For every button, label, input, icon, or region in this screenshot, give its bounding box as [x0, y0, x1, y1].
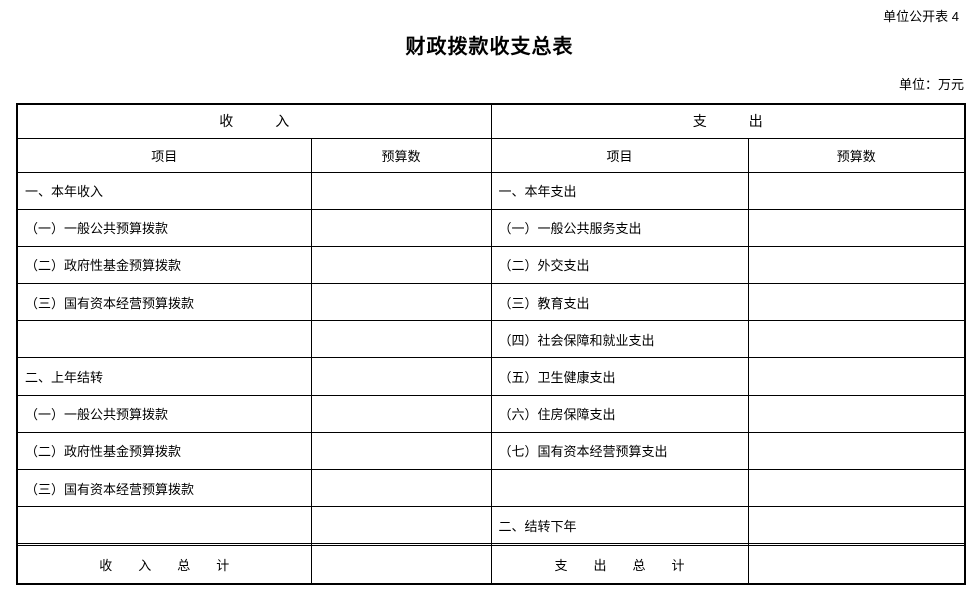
expenditure-item-cell: （五）卫生健康支出 [490, 357, 749, 396]
income-section-header: 收 入 [16, 103, 492, 139]
table-row: （二）政府性基金预算拨款 （二）外交支出 [16, 245, 966, 285]
table-row: （一）一般公共预算拨款 （六）住房保障支出 [16, 394, 966, 433]
income-item-cell: （一）一般公共预算拨款 [16, 394, 312, 433]
income-budget-column-header: 预算数 [310, 137, 492, 173]
income-item-cell: （二）政府性基金预算拨款 [16, 431, 312, 471]
income-item-column-header: 项目 [16, 137, 312, 173]
income-budget-cell [310, 357, 492, 396]
expenditure-item-cell: （七）国有资本经营预算支出 [490, 431, 749, 471]
expenditure-total-value [747, 545, 966, 585]
table-row: （三）国有资本经营预算拨款 （三）教育支出 [16, 283, 966, 322]
unit-note: 单位：万元 [898, 77, 964, 92]
expenditure-budget-column-header: 预算数 [747, 137, 966, 173]
table-row: （四）社会保障和就业支出 [16, 320, 966, 359]
income-budget-cell [310, 208, 492, 247]
expenditure-budget-cell [747, 283, 966, 322]
table-row: （一）一般公共预算拨款 （一）一般公共服务支出 [16, 208, 966, 247]
income-budget-cell [310, 431, 492, 471]
page-title: 财政拨款收支总表 [405, 36, 574, 58]
income-item-cell [16, 320, 312, 359]
income-budget-cell [310, 283, 492, 322]
expenditure-item-cell: （三）教育支出 [490, 283, 749, 322]
expenditure-section-header: 支 出 [490, 103, 966, 139]
income-budget-cell [310, 468, 492, 508]
expenditure-item-column-header: 项目 [490, 137, 749, 173]
table-row: 二、上年结转 （五）卫生健康支出 [16, 357, 966, 396]
expenditure-item-cell: （四）社会保障和就业支出 [490, 320, 749, 359]
expenditure-item-cell: （二）外交支出 [490, 245, 749, 285]
section-header-row: 收 入 支 出 [16, 103, 966, 139]
expenditure-budget-cell [747, 431, 966, 471]
expenditure-budget-cell [747, 208, 966, 247]
table-row: （三）国有资本经营预算拨款 [16, 468, 966, 508]
income-item-cell: （三）国有资本经营预算拨款 [16, 283, 312, 322]
expenditure-budget-cell [747, 171, 966, 210]
total-row: 收 入 总 计 支 出 总 计 [16, 545, 966, 585]
doc-label: 单位公开表 4 [883, 9, 959, 24]
expenditure-total-label: 支 出 总 计 [490, 545, 749, 585]
income-item-cell: （二）政府性基金预算拨款 [16, 245, 312, 285]
income-item-cell: （一）一般公共预算拨款 [16, 208, 312, 247]
income-total-value [310, 545, 492, 585]
income-item-cell: 二、上年结转 [16, 357, 312, 396]
income-budget-cell [310, 394, 492, 433]
expenditure-item-cell: 一、本年支出 [490, 171, 749, 210]
table-row: 一、本年收入 一、本年支出 [16, 171, 966, 210]
table-row: 二、结转下年 [16, 506, 966, 545]
income-item-cell [16, 506, 312, 545]
income-budget-cell [310, 245, 492, 285]
expenditure-budget-cell [747, 357, 966, 396]
income-budget-cell [310, 171, 492, 210]
income-item-cell: （三）国有资本经营预算拨款 [16, 468, 312, 508]
income-item-cell: 一、本年收入 [16, 171, 312, 210]
expenditure-item-cell [490, 468, 749, 508]
expenditure-budget-cell [747, 245, 966, 285]
income-budget-cell [310, 506, 492, 545]
table-row: （二）政府性基金预算拨款 （七）国有资本经营预算支出 [16, 431, 966, 471]
income-budget-cell [310, 320, 492, 359]
expenditure-budget-cell [747, 468, 966, 508]
expenditure-item-cell: 二、结转下年 [490, 506, 749, 545]
budget-summary-table: 收 入 支 出 项目 预算数 项目 预算数 一、本年收入 一、本年支出 （一）一… [16, 103, 966, 585]
column-header-row: 项目 预算数 项目 预算数 [16, 137, 966, 173]
income-total-label: 收 入 总 计 [16, 545, 312, 585]
expenditure-item-cell: （六）住房保障支出 [490, 394, 749, 433]
expenditure-budget-cell [747, 506, 966, 545]
expenditure-item-cell: （一）一般公共服务支出 [490, 208, 749, 247]
expenditure-budget-cell [747, 394, 966, 433]
expenditure-budget-cell [747, 320, 966, 359]
